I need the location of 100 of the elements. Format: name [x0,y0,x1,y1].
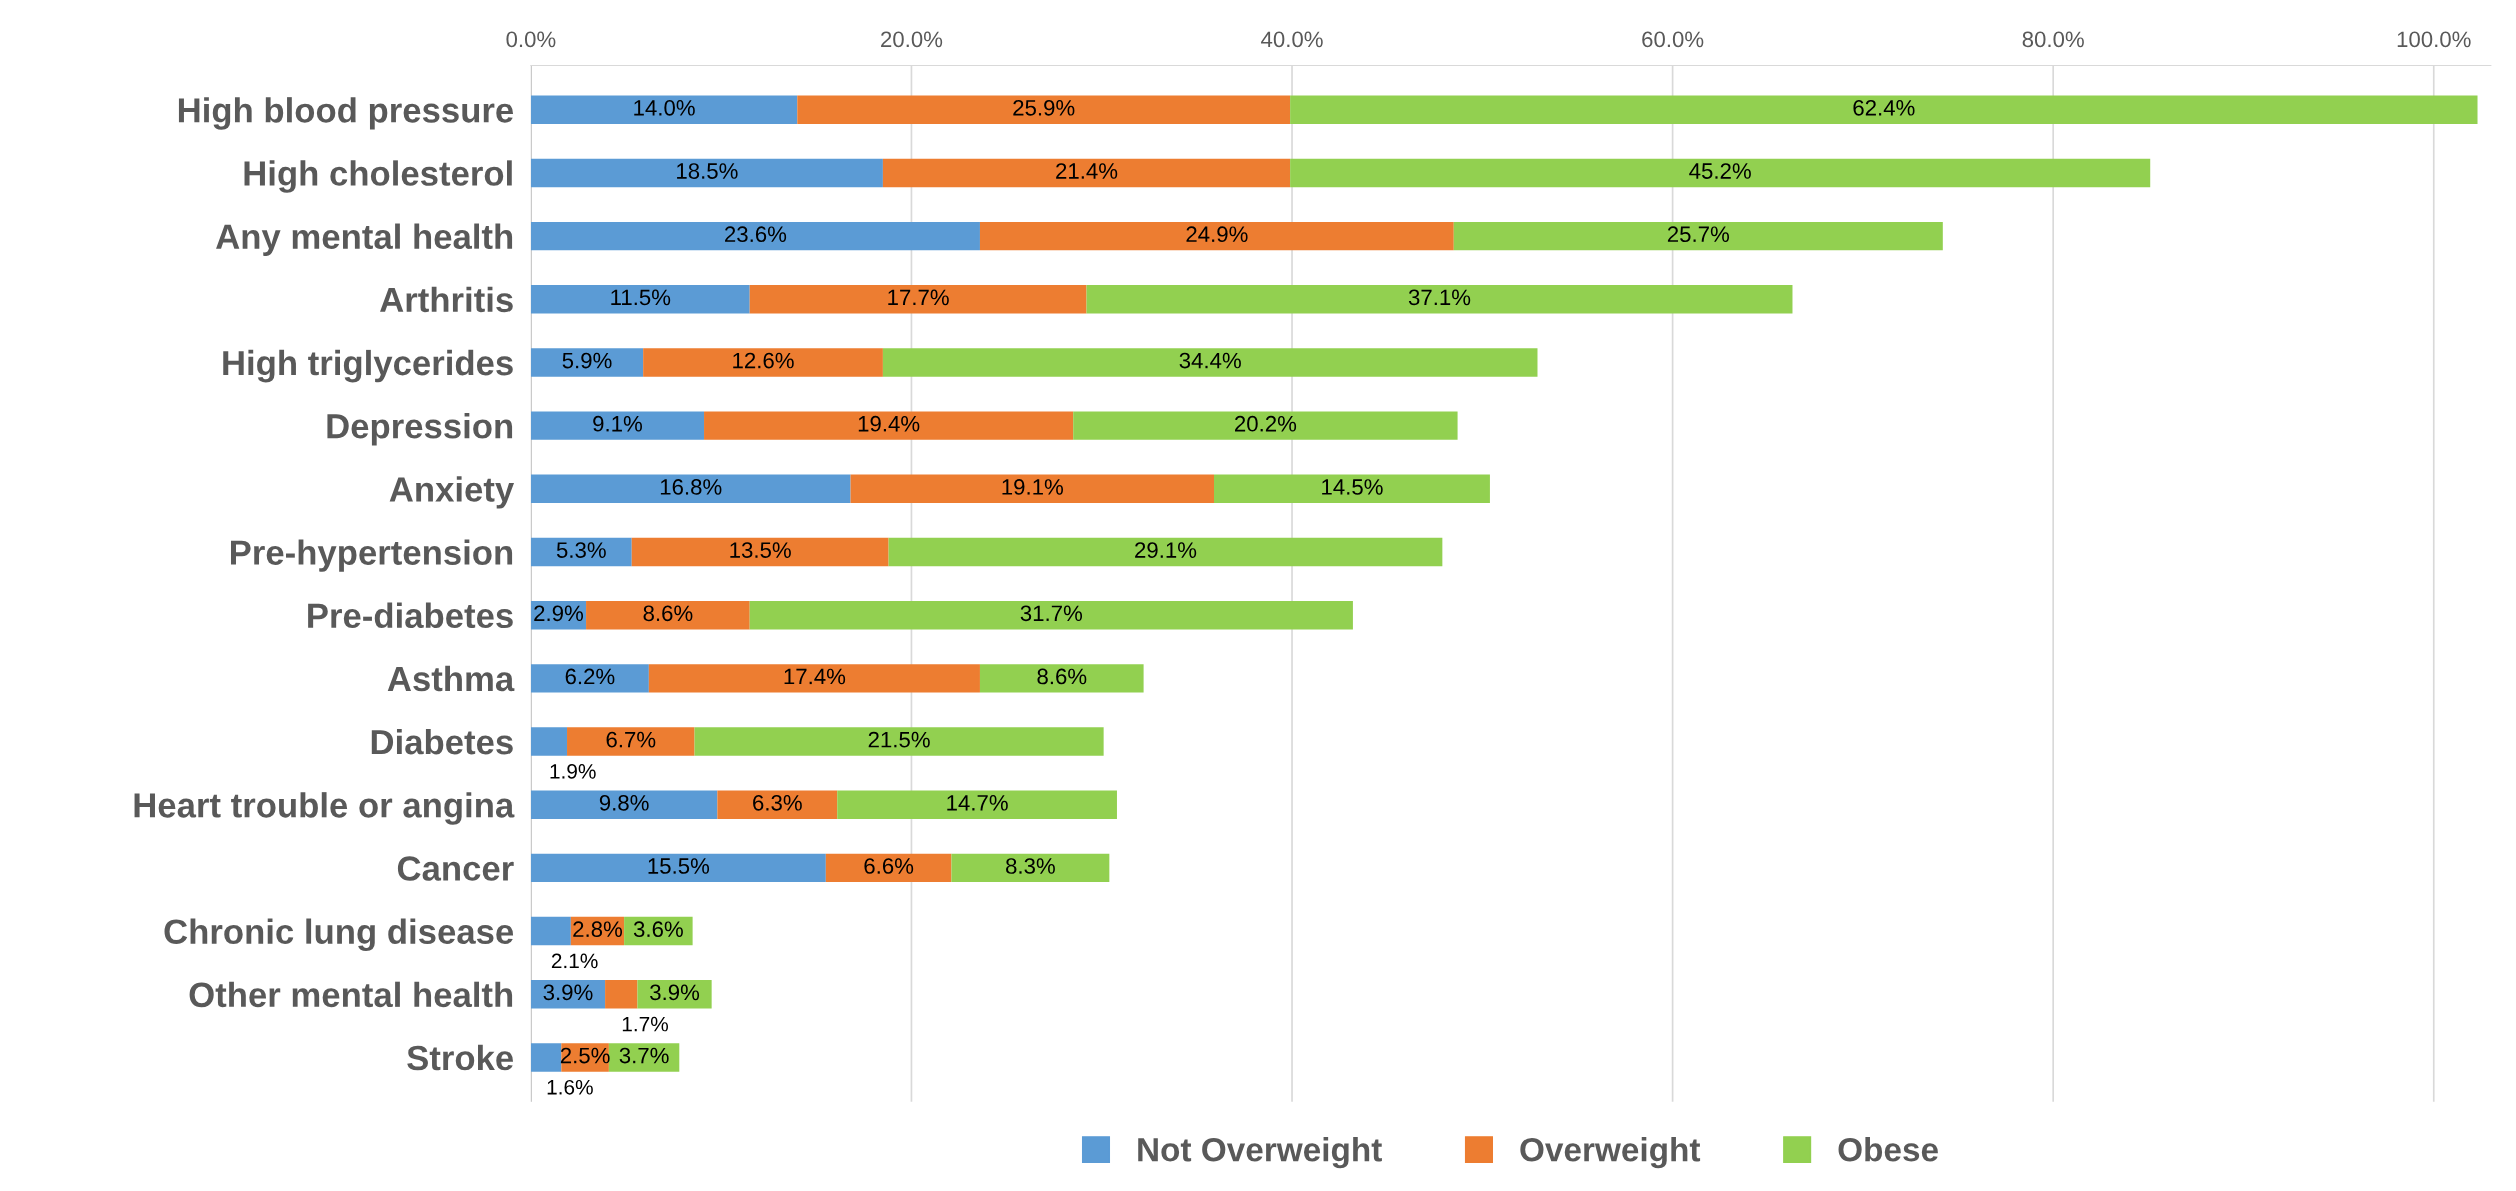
data-label: 8.6% [643,605,693,622]
y-tick-label: Pre-hypertension [230,539,513,572]
data-label: 6.2% [565,668,615,685]
bar [717,790,838,819]
y-tick-label: Other mental health [189,981,513,1008]
legend-label: Not Overweight [1138,1137,1382,1169]
bar [951,853,1110,883]
bar [530,727,568,756]
data-label: 1.9% [550,763,596,779]
x-tick-label: 0.0% [506,31,556,48]
data-label: 3.9% [650,984,700,1001]
data-label: 2.9% [534,605,583,622]
bar [530,348,644,377]
bar [648,664,980,693]
data-label: 9.8% [599,794,649,811]
bar [530,1043,562,1072]
data-label: 3.6% [633,921,683,938]
data-label: 6.3% [753,794,802,811]
data-label: 8.6% [1037,668,1087,685]
data-label: 18.5% [677,163,738,179]
bar [1073,411,1458,440]
data-label: 17.4% [784,668,846,685]
data-label: 17.7% [888,289,949,306]
data-label: 31.7% [1020,605,1083,622]
bar [530,664,649,693]
bar [530,790,718,819]
x-tick-label: 80.0% [2022,31,2084,48]
y-tick-label: Stroke [407,1044,514,1071]
bar [530,411,705,440]
data-label: 62.4% [1853,99,1915,116]
bar [882,348,1538,377]
data-label: 11.5% [611,289,671,306]
y-tick-label: Heart trouble or angina [134,792,515,825]
bar [749,600,1353,630]
y-tick-label: High cholesterol [244,160,512,193]
x-tick-label: 20.0% [881,31,943,48]
data-label: 5.3% [556,542,606,558]
data-label: 14.0% [634,99,695,116]
bar [1290,95,2478,124]
data-label: 45.2% [1689,163,1751,179]
data-label: 20.2% [1235,415,1297,432]
y-tick-label: High triglycerides [223,349,513,383]
data-label: 2.5% [560,1047,610,1064]
data-label: 9.1% [593,415,642,432]
bar [825,853,952,883]
y-tick-label: Diabetes [371,728,513,755]
data-label: 24.9% [1186,226,1248,243]
data-label: 8.3% [1006,858,1055,874]
data-label: 25.9% [1013,99,1075,116]
bar [631,537,889,567]
bar [704,411,1074,440]
bar [530,158,883,188]
bar [608,1043,680,1072]
bar [530,285,750,314]
y-tick-label: Asthma [387,665,515,692]
bar [837,790,1117,819]
data-label: 21.4% [1056,163,1118,179]
bar [850,474,1215,504]
bar [643,348,883,377]
data-label: 2.1% [551,953,598,969]
data-label: 3.9% [543,984,593,1001]
data-label: 3.7% [619,1047,669,1064]
data-label: 16.8% [660,479,722,495]
data-label: 34.4% [1179,352,1241,369]
data-label: 12.6% [733,352,794,369]
bar [586,600,750,630]
bar [749,285,1087,314]
data-label: 14.7% [947,795,1008,811]
data-label: 6.7% [606,731,656,748]
data-label: 15.5% [648,858,710,874]
data-label: 2.8% [573,921,623,938]
y-tick-label: Chronic lung disease [164,918,514,952]
bar [605,980,638,1009]
data-label: 21.5% [868,731,930,748]
y-tick-label: Any mental health [216,223,513,256]
data-label: 19.1% [1002,479,1063,495]
data-label: 5.9% [562,352,612,369]
legend-label: Overweight [1520,1137,1701,1169]
bar [1453,221,1943,251]
bar [1290,158,2151,188]
bar [882,158,1291,188]
bar [530,95,798,124]
data-label: 25.7% [1667,226,1730,243]
bar [694,727,1104,756]
data-label: 19.4% [858,415,920,432]
y-tick-label: Arthritis [380,286,513,313]
bar [530,537,632,567]
legend-label: Obese [1838,1137,1938,1162]
data-label: 37.1% [1408,289,1471,306]
bar [979,221,1454,251]
x-tick-label: 100.0% [2397,31,2471,48]
bar [530,853,826,883]
data-label: 29.1% [1135,542,1197,558]
y-tick-label: Depression [327,413,513,446]
x-tick-label: 40.0% [1261,31,1323,48]
y-tick-label: High blood pressure [178,97,514,130]
y-tick-label: Pre-diabetes [308,602,513,629]
bar [1086,285,1793,314]
data-label: 1.6% [547,1079,593,1095]
data-label: 13.5% [730,542,791,558]
